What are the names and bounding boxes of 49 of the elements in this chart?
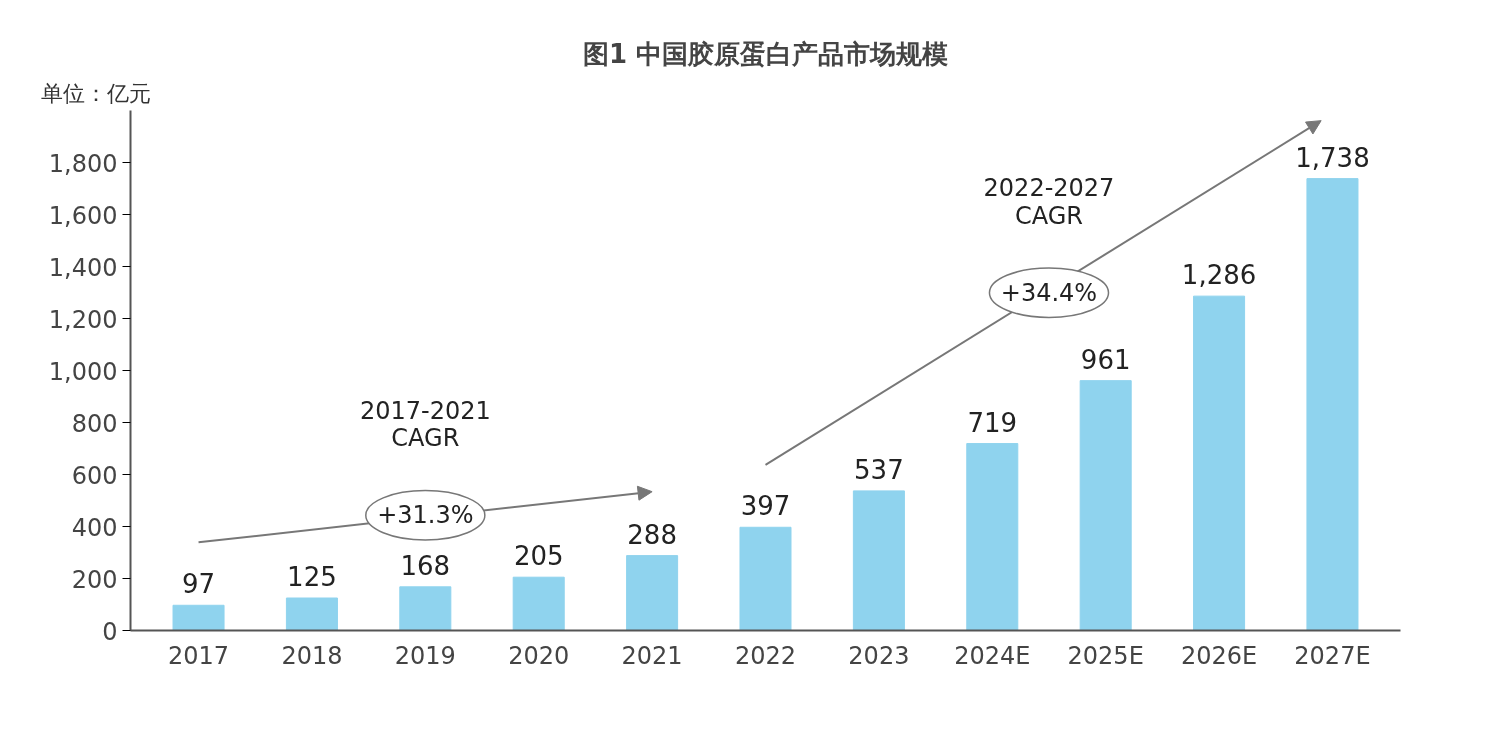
data-label: 288 [627,519,677,550]
data-label: 961 [1080,344,1131,375]
x-tick-label: 2023 [848,641,910,670]
y-tick-label: 0 [102,617,118,646]
y-tick-label: 600 [71,461,118,490]
data-label: 719 [967,407,1018,438]
annotation: +31.3% [377,501,474,530]
annotation: 2017-2021 CAGR [359,396,491,453]
x-tick-label: 2020 [508,641,570,670]
chart-title: 图1 中国胶原蛋白产品市场规模 [582,38,949,69]
data-label: 397 [740,491,791,522]
y-tick-label: 1,800 [48,149,118,178]
y-tick-label: 1,400 [48,253,118,282]
bar [1193,295,1246,631]
x-tick-label: 2018 [281,641,343,670]
x-tick-label: 2026E [1180,641,1258,670]
x-tick-label: 2025E [1067,641,1144,670]
annotation: +34.4% [1000,278,1098,307]
y-tick-label: 1,000 [48,357,118,386]
data-label: 1,738 [1295,142,1370,173]
bar [172,604,225,631]
y-tick-label: 200 [71,565,118,594]
y-axis-title: 单位：亿元 [40,80,151,106]
x-tick-label: 2021 [621,641,683,670]
data-label: 537 [854,454,904,485]
x-tick-label: 2017 [168,641,230,670]
bar [739,526,792,631]
bar [512,576,565,631]
data-label: 125 [287,562,337,592]
bar [1079,380,1132,631]
x-tick-label: 2022 [734,641,797,670]
bar [626,555,679,631]
x-tick-label: 2027E [1294,641,1371,670]
bar [399,586,452,631]
y-tick-label: 1,600 [48,201,118,230]
x-tick-label: 2019 [394,641,456,670]
y-tick-label: 800 [71,409,118,438]
data-label: 168 [400,550,451,581]
bar [285,597,338,631]
bar [852,490,905,631]
bar [966,443,1019,631]
data-label: 205 [513,541,564,572]
y-tick-label: 1,200 [48,305,118,334]
data-label: 1,286 [1181,260,1257,291]
annotation: 2022-2027 CAGR [983,174,1115,230]
data-label: 97 [181,569,216,600]
bar [1306,178,1359,631]
x-tick-label: 2024E [954,641,1031,670]
y-tick-label: 400 [71,513,118,542]
